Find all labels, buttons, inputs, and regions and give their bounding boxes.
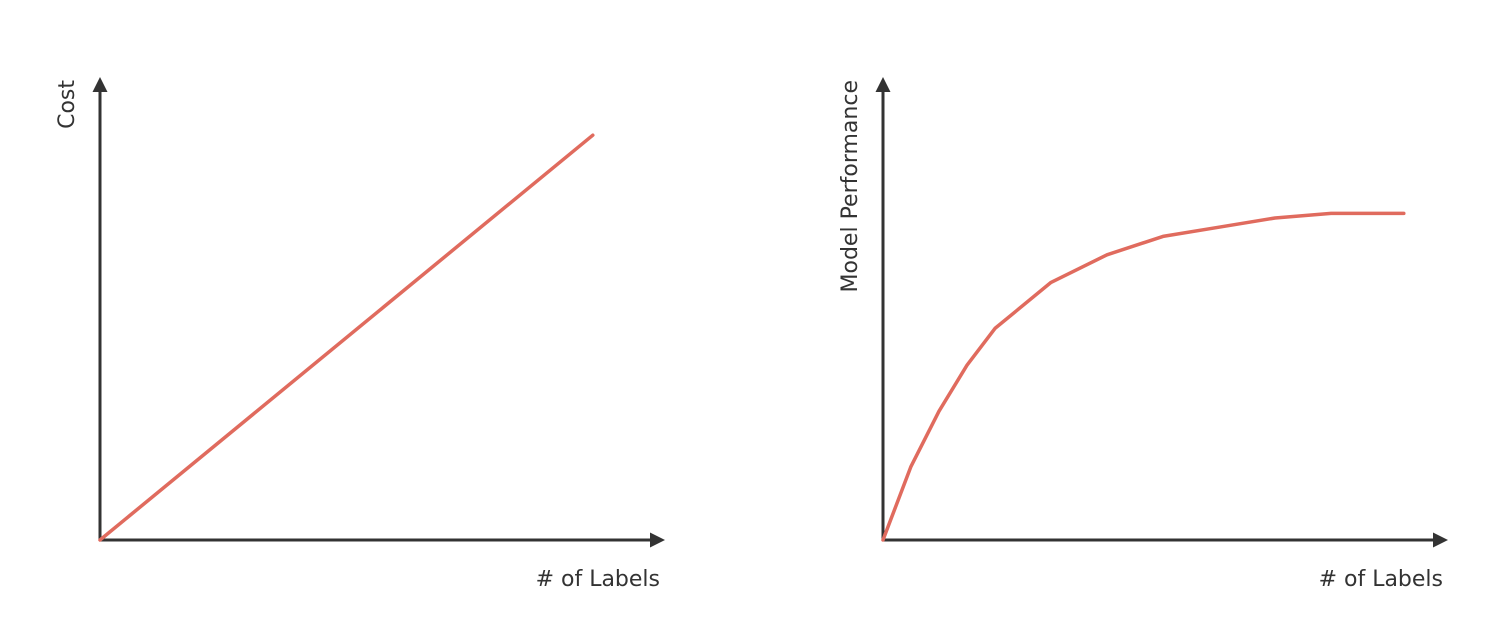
y-axis-label: Model Performance bbox=[838, 80, 863, 292]
data-line bbox=[881, 211, 1406, 542]
data-line bbox=[98, 133, 595, 542]
y-axis-label: Cost bbox=[55, 80, 80, 129]
x-axis-label: # of Labels bbox=[1319, 567, 1443, 592]
x-axis-label: # of Labels bbox=[536, 567, 660, 592]
